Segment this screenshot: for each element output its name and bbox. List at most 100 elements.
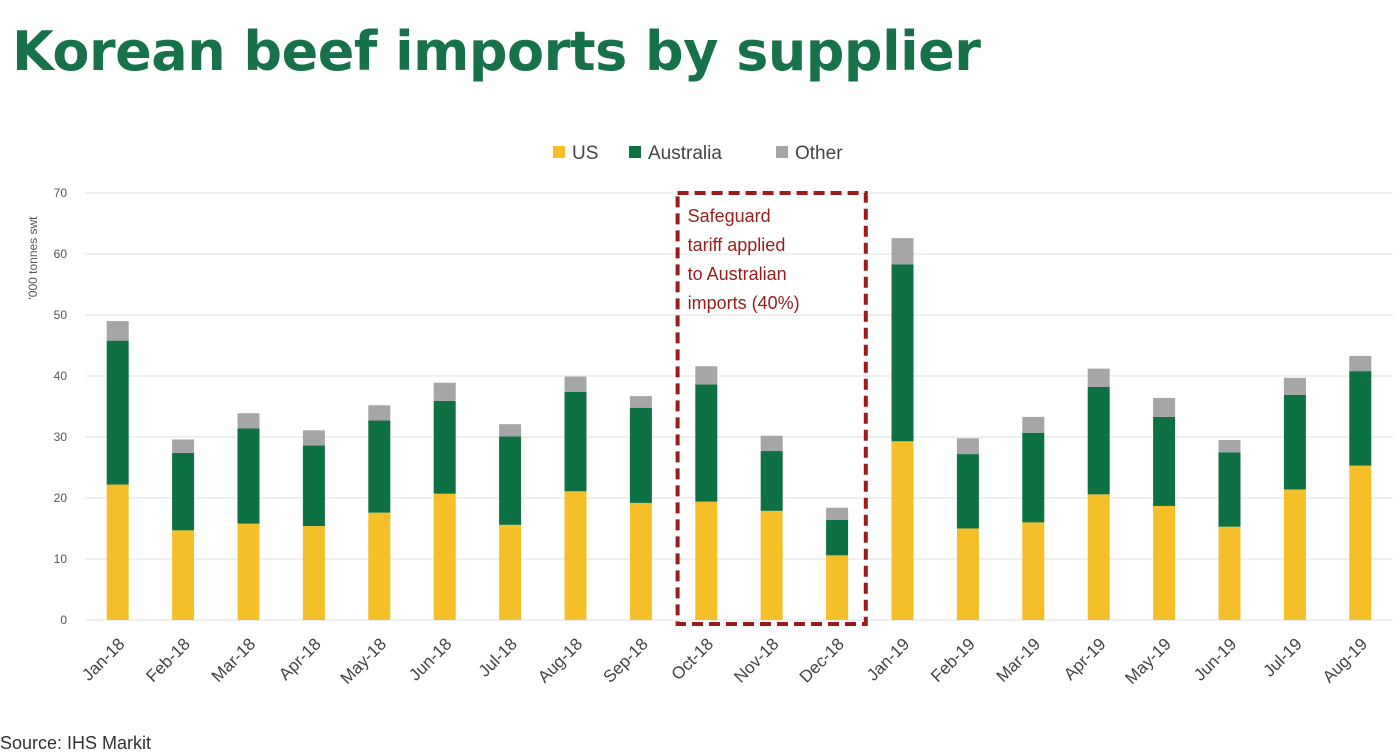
bar-australia-feb-19 [956, 454, 979, 529]
bar-australia-jan-19 [891, 264, 914, 442]
x-tick-label: Apr-18 [275, 634, 325, 684]
bar-australia-may-19 [1153, 416, 1176, 506]
gridlines [85, 192, 1393, 621]
bar-australia-oct-18 [695, 384, 718, 502]
bar-australia-mar-19 [1022, 432, 1045, 523]
x-tick-label: Jun-19 [1190, 634, 1240, 684]
bar-us-aug-18 [564, 491, 587, 620]
bar-australia-aug-18 [564, 391, 587, 492]
x-tick-label: Jul-18 [475, 634, 521, 680]
bar-australia-apr-19 [1087, 386, 1110, 495]
y-tick-label: 50 [54, 308, 68, 322]
bar-us-apr-19 [1087, 494, 1110, 620]
annotation-text-line: to Australian [688, 264, 787, 284]
bar-other-nov-18 [760, 435, 783, 452]
bar-other-mar-19 [1022, 416, 1045, 433]
bar-other-apr-19 [1087, 368, 1110, 387]
bar-australia-may-18 [368, 420, 391, 513]
legend-label-us: US [572, 143, 598, 164]
x-tick-label: May-19 [1121, 634, 1175, 688]
y-axis: 0 10 20 30 40 50 60 70 [54, 186, 68, 627]
x-tick-label: Mar-19 [993, 634, 1045, 686]
bar-us-jul-19 [1283, 489, 1306, 620]
x-tick-label: Apr-19 [1060, 634, 1110, 684]
y-tick-label: 20 [54, 491, 68, 505]
bar-us-feb-18 [172, 530, 195, 620]
y-tick-label: 0 [60, 613, 67, 627]
bar-us-mar-18 [237, 523, 260, 620]
bar-other-feb-19 [956, 438, 979, 455]
x-tick-label: Mar-18 [208, 634, 260, 686]
x-tick-label: Aug-19 [1319, 634, 1371, 686]
y-tick-label: 30 [54, 430, 68, 444]
bar-australia-jul-18 [499, 436, 522, 525]
stacked-bar-chart: 0 10 20 30 40 50 60 70 Jan-18 Feb-18 Mar-18 Apr-18… [26, 143, 1393, 688]
bar-us-feb-19 [956, 528, 979, 620]
bar-us-may-18 [368, 512, 391, 620]
annotation-box [675, 191, 868, 626]
bar-other-oct-18 [695, 366, 718, 385]
bar-us-sep-18 [629, 502, 652, 620]
bar-other-apr-18 [302, 430, 325, 446]
bar-other-sep-18 [629, 396, 652, 408]
bar-other-jan-19 [891, 238, 914, 265]
bar-australia-aug-19 [1349, 371, 1372, 466]
bar-other-dec-18 [826, 507, 849, 520]
bar-us-apr-18 [302, 526, 325, 620]
bar-australia-nov-18 [760, 451, 783, 511]
x-tick-label: Dec-18 [796, 634, 848, 686]
bar-australia-jan-18 [106, 340, 129, 485]
bar-australia-apr-18 [302, 445, 325, 527]
bar-us-nov-18 [760, 510, 783, 620]
bar-us-jun-19 [1218, 526, 1241, 620]
bar-other-jan-18 [106, 321, 129, 341]
bar-other-jun-18 [433, 382, 456, 402]
bar-us-jul-18 [499, 524, 522, 620]
x-tick-label: Feb-19 [927, 634, 979, 686]
bar-other-jul-19 [1283, 377, 1306, 395]
x-tick-label: Jan-18 [78, 634, 128, 684]
bar-australia-feb-18 [172, 452, 195, 531]
x-tick-label: Feb-18 [142, 634, 194, 686]
bar-us-oct-18 [695, 501, 718, 620]
bar-australia-sep-18 [629, 407, 652, 503]
bar-australia-dec-18 [826, 519, 849, 556]
bar-other-may-19 [1153, 397, 1176, 417]
bar-australia-jun-19 [1218, 452, 1241, 527]
bar-us-jan-18 [106, 484, 129, 620]
x-tick-label: Nov-18 [730, 634, 782, 686]
bar-us-may-19 [1153, 505, 1176, 620]
legend-swatch-us [553, 146, 565, 158]
bar-other-feb-18 [172, 439, 195, 453]
legend-label-other: Other [795, 143, 843, 164]
x-axis: Jan-18 Feb-18 Mar-18 Apr-18 May-18 Jun-18 Jul-… [78, 634, 1371, 688]
bar-other-aug-19 [1349, 355, 1372, 372]
x-tick-label: Sep-18 [600, 634, 652, 686]
bar-australia-jun-18 [433, 401, 456, 494]
y-tick-label: 60 [54, 247, 68, 261]
annotation-text-line: Safeguard [688, 206, 771, 226]
x-tick-label: May-18 [337, 634, 391, 688]
y-tick-label: 40 [54, 369, 68, 383]
bar-other-aug-18 [564, 376, 587, 392]
bar-other-may-18 [368, 405, 391, 421]
bar-other-jul-18 [499, 424, 522, 437]
bar-us-aug-19 [1349, 465, 1372, 620]
bar-australia-mar-18 [237, 428, 260, 524]
legend-swatch-other [776, 146, 788, 158]
bars [106, 238, 1372, 620]
legend-label-australia: Australia [648, 143, 722, 164]
tariff-annotation: Safeguard tariff applied to Australian impo… [675, 191, 868, 626]
y-axis-title: '000 tonnes swt [26, 216, 40, 300]
x-tick-label: Jan-19 [863, 634, 913, 684]
bar-other-mar-18 [237, 413, 260, 429]
bar-other-jun-19 [1218, 440, 1241, 453]
y-tick-label: 10 [54, 552, 68, 566]
x-tick-label: Jul-19 [1260, 634, 1306, 680]
legend: US Australia Other [553, 143, 843, 164]
bar-us-jun-18 [433, 493, 456, 620]
x-tick-label: Jun-18 [405, 634, 455, 684]
bar-australia-jul-19 [1283, 394, 1306, 490]
bar-us-dec-18 [826, 555, 849, 620]
legend-swatch-australia [629, 146, 641, 158]
